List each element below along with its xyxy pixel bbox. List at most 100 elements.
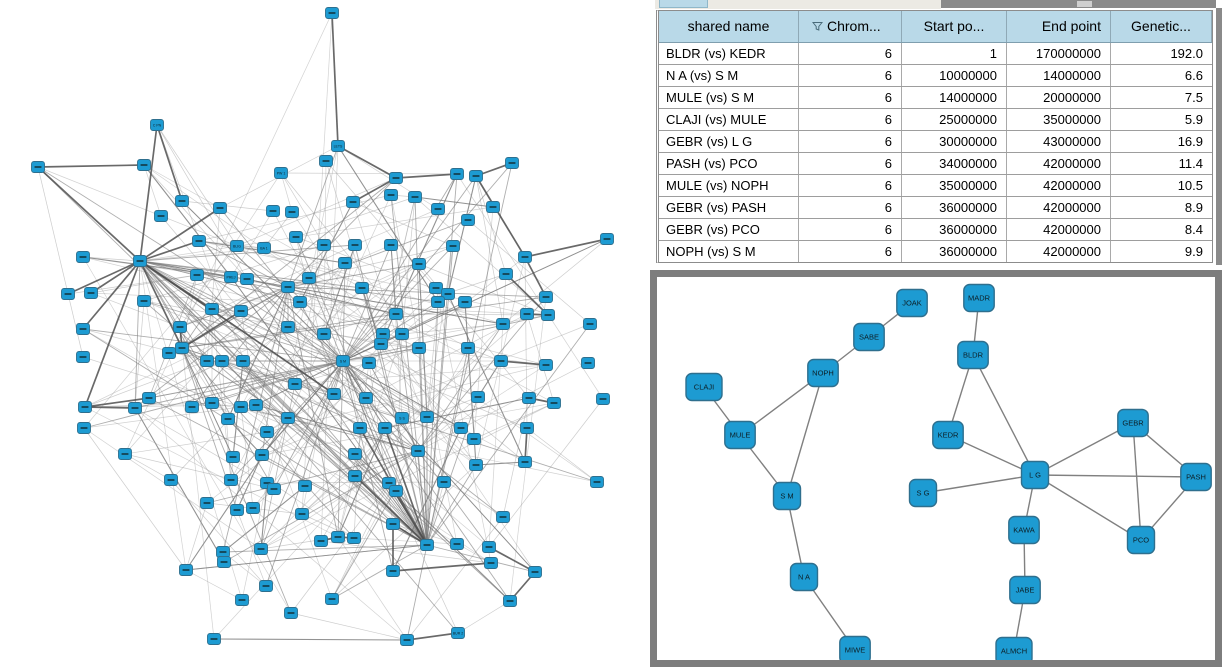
network-node[interactable] bbox=[386, 565, 400, 577]
network-node[interactable] bbox=[581, 357, 595, 369]
network-node[interactable] bbox=[389, 172, 403, 184]
network-node[interactable] bbox=[411, 445, 425, 457]
network-node[interactable] bbox=[376, 328, 390, 340]
subnetwork-node-miwe[interactable]: MIWE bbox=[839, 635, 871, 665]
subnetwork-edge[interactable] bbox=[1034, 422, 1134, 476]
network-node[interactable] bbox=[118, 448, 132, 460]
table-cell[interactable]: 36000000 bbox=[902, 218, 1007, 241]
table-cell[interactable]: GEBR (vs) PCO bbox=[659, 218, 799, 241]
table-cell[interactable]: 42000000 bbox=[1007, 174, 1111, 196]
table-cell[interactable]: 20000000 bbox=[1007, 86, 1111, 108]
network-node[interactable]: BA 1 bbox=[257, 242, 271, 254]
table-cell[interactable]: 192.0 bbox=[1170, 45, 1203, 61]
table-cell[interactable]: 7.5 bbox=[1184, 89, 1203, 105]
subnetwork-node-bldr[interactable]: BLDR bbox=[957, 340, 989, 370]
table-cell[interactable]: 6 bbox=[799, 86, 902, 108]
table-header-chrom[interactable]: Chrom... bbox=[799, 11, 902, 42]
network-node[interactable] bbox=[338, 257, 352, 269]
network-node[interactable] bbox=[499, 268, 513, 280]
table-cell[interactable]: 36000000 bbox=[902, 196, 1007, 218]
network-node[interactable] bbox=[205, 397, 219, 409]
table-row[interactable]: PASH (vs) PCO 6 34000000 42000000 11.4 bbox=[659, 152, 1212, 175]
network-node[interactable] bbox=[362, 357, 376, 369]
table-cell[interactable]: 42000000 bbox=[1007, 152, 1111, 174]
table-cell[interactable]: MULE (vs) S M bbox=[659, 86, 799, 108]
table-cell[interactable]: 10.5 bbox=[1177, 177, 1203, 193]
network-node[interactable] bbox=[461, 214, 475, 226]
network-node[interactable] bbox=[289, 231, 303, 243]
subnetwork-node-pash[interactable]: PASH bbox=[1180, 462, 1212, 492]
network-node[interactable] bbox=[281, 281, 295, 293]
network-node[interactable] bbox=[347, 532, 361, 544]
table-cell[interactable]: 1 bbox=[902, 42, 1007, 64]
table-header-genetic[interactable]: Genetic... bbox=[1111, 11, 1212, 42]
table-cell[interactable]: 6 bbox=[799, 152, 902, 174]
table-cell[interactable]: 5.9 bbox=[1184, 111, 1203, 127]
network-node[interactable] bbox=[450, 538, 464, 550]
network-node[interactable] bbox=[389, 308, 403, 320]
network-node[interactable] bbox=[522, 392, 536, 404]
network-node[interactable] bbox=[461, 342, 475, 354]
network-node[interactable] bbox=[234, 401, 248, 413]
network-node[interactable] bbox=[348, 470, 362, 482]
network-node[interactable] bbox=[378, 422, 392, 434]
subnetwork-edge[interactable] bbox=[922, 474, 1036, 494]
table-cell[interactable]: 6 bbox=[799, 174, 902, 196]
network-node[interactable] bbox=[207, 633, 221, 645]
network-node[interactable] bbox=[249, 399, 263, 411]
network-node[interactable] bbox=[408, 191, 422, 203]
network-node[interactable] bbox=[437, 476, 451, 488]
table-cell[interactable]: 36000000 bbox=[902, 241, 1007, 263]
network-node[interactable] bbox=[84, 287, 98, 299]
table-cell[interactable]: 43000000 bbox=[1007, 130, 1111, 152]
network-node[interactable] bbox=[471, 391, 485, 403]
network-node[interactable] bbox=[260, 426, 274, 438]
subnetwork-edge[interactable] bbox=[1034, 474, 1197, 478]
table-cell[interactable]: 14000000 bbox=[1007, 64, 1111, 86]
network-node[interactable] bbox=[431, 296, 445, 308]
network-node[interactable] bbox=[429, 282, 443, 294]
network-node[interactable] bbox=[518, 251, 532, 263]
network-node[interactable] bbox=[412, 342, 426, 354]
vertical-scrollbar[interactable] bbox=[1216, 8, 1222, 265]
network-node[interactable]: S S bbox=[395, 412, 409, 424]
table-cell[interactable]: 14000000 bbox=[902, 86, 1007, 108]
subnetwork-canvas[interactable]: JOAK SABE MADR BLDR NOPH CLAJI MULE KEDR GEBR L G… bbox=[657, 277, 1215, 666]
network-node[interactable] bbox=[235, 594, 249, 606]
network-node[interactable] bbox=[469, 459, 483, 471]
network-node[interactable] bbox=[295, 508, 309, 520]
network-node[interactable] bbox=[302, 272, 316, 284]
network-node[interactable] bbox=[254, 543, 268, 555]
network-node[interactable] bbox=[412, 258, 426, 270]
network-node[interactable] bbox=[200, 497, 214, 509]
table-cell[interactable]: 42000000 bbox=[1007, 196, 1111, 218]
network-node[interactable] bbox=[348, 239, 362, 251]
subnetwork-node-jabe[interactable]: JABE bbox=[1009, 575, 1041, 605]
subnetwork-edge[interactable] bbox=[1034, 474, 1142, 541]
network-node[interactable] bbox=[454, 422, 468, 434]
table-cell[interactable]: 16.9 bbox=[1177, 133, 1203, 149]
network-node[interactable] bbox=[469, 170, 483, 182]
subnetwork-node-s-g[interactable]: S G bbox=[908, 478, 938, 508]
table-cell[interactable]: 34000000 bbox=[902, 152, 1007, 174]
table-cell[interactable]: 6 bbox=[799, 218, 902, 241]
table-cell[interactable]: 9.9 bbox=[1184, 244, 1203, 260]
network-node[interactable] bbox=[520, 308, 534, 320]
network-node[interactable] bbox=[230, 504, 244, 516]
network-node[interactable] bbox=[496, 511, 510, 523]
network-node[interactable] bbox=[484, 557, 498, 569]
network-node[interactable] bbox=[137, 159, 151, 171]
network-node[interactable] bbox=[31, 161, 45, 173]
table-cell[interactable]: CLAJI (vs) MULE bbox=[659, 108, 799, 130]
network-node[interactable] bbox=[213, 202, 227, 214]
network-node[interactable] bbox=[494, 355, 508, 367]
network-node[interactable] bbox=[255, 449, 269, 461]
network-node[interactable] bbox=[600, 233, 614, 245]
network-node[interactable] bbox=[175, 195, 189, 207]
network-node[interactable] bbox=[78, 401, 92, 413]
table-row[interactable]: NOPH (vs) S M 6 36000000 42000000 9.9 bbox=[659, 241, 1212, 263]
network-node[interactable] bbox=[179, 564, 193, 576]
network-node[interactable] bbox=[216, 546, 230, 558]
table-cell[interactable]: 25000000 bbox=[902, 108, 1007, 130]
network-node[interactable] bbox=[215, 355, 229, 367]
